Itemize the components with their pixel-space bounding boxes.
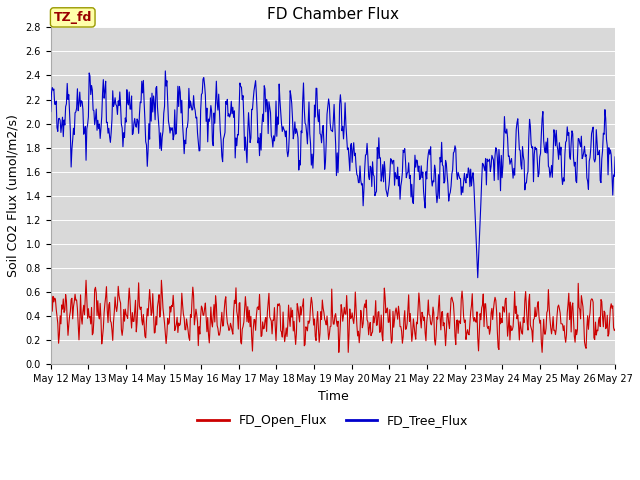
Legend: FD_Open_Flux, FD_Tree_Flux: FD_Open_Flux, FD_Tree_Flux <box>193 409 474 432</box>
X-axis label: Time: Time <box>317 390 348 403</box>
Text: TZ_fd: TZ_fd <box>54 11 92 24</box>
Title: FD Chamber Flux: FD Chamber Flux <box>267 7 399 22</box>
Y-axis label: Soil CO2 Flux (umol/m2/s): Soil CO2 Flux (umol/m2/s) <box>7 114 20 277</box>
